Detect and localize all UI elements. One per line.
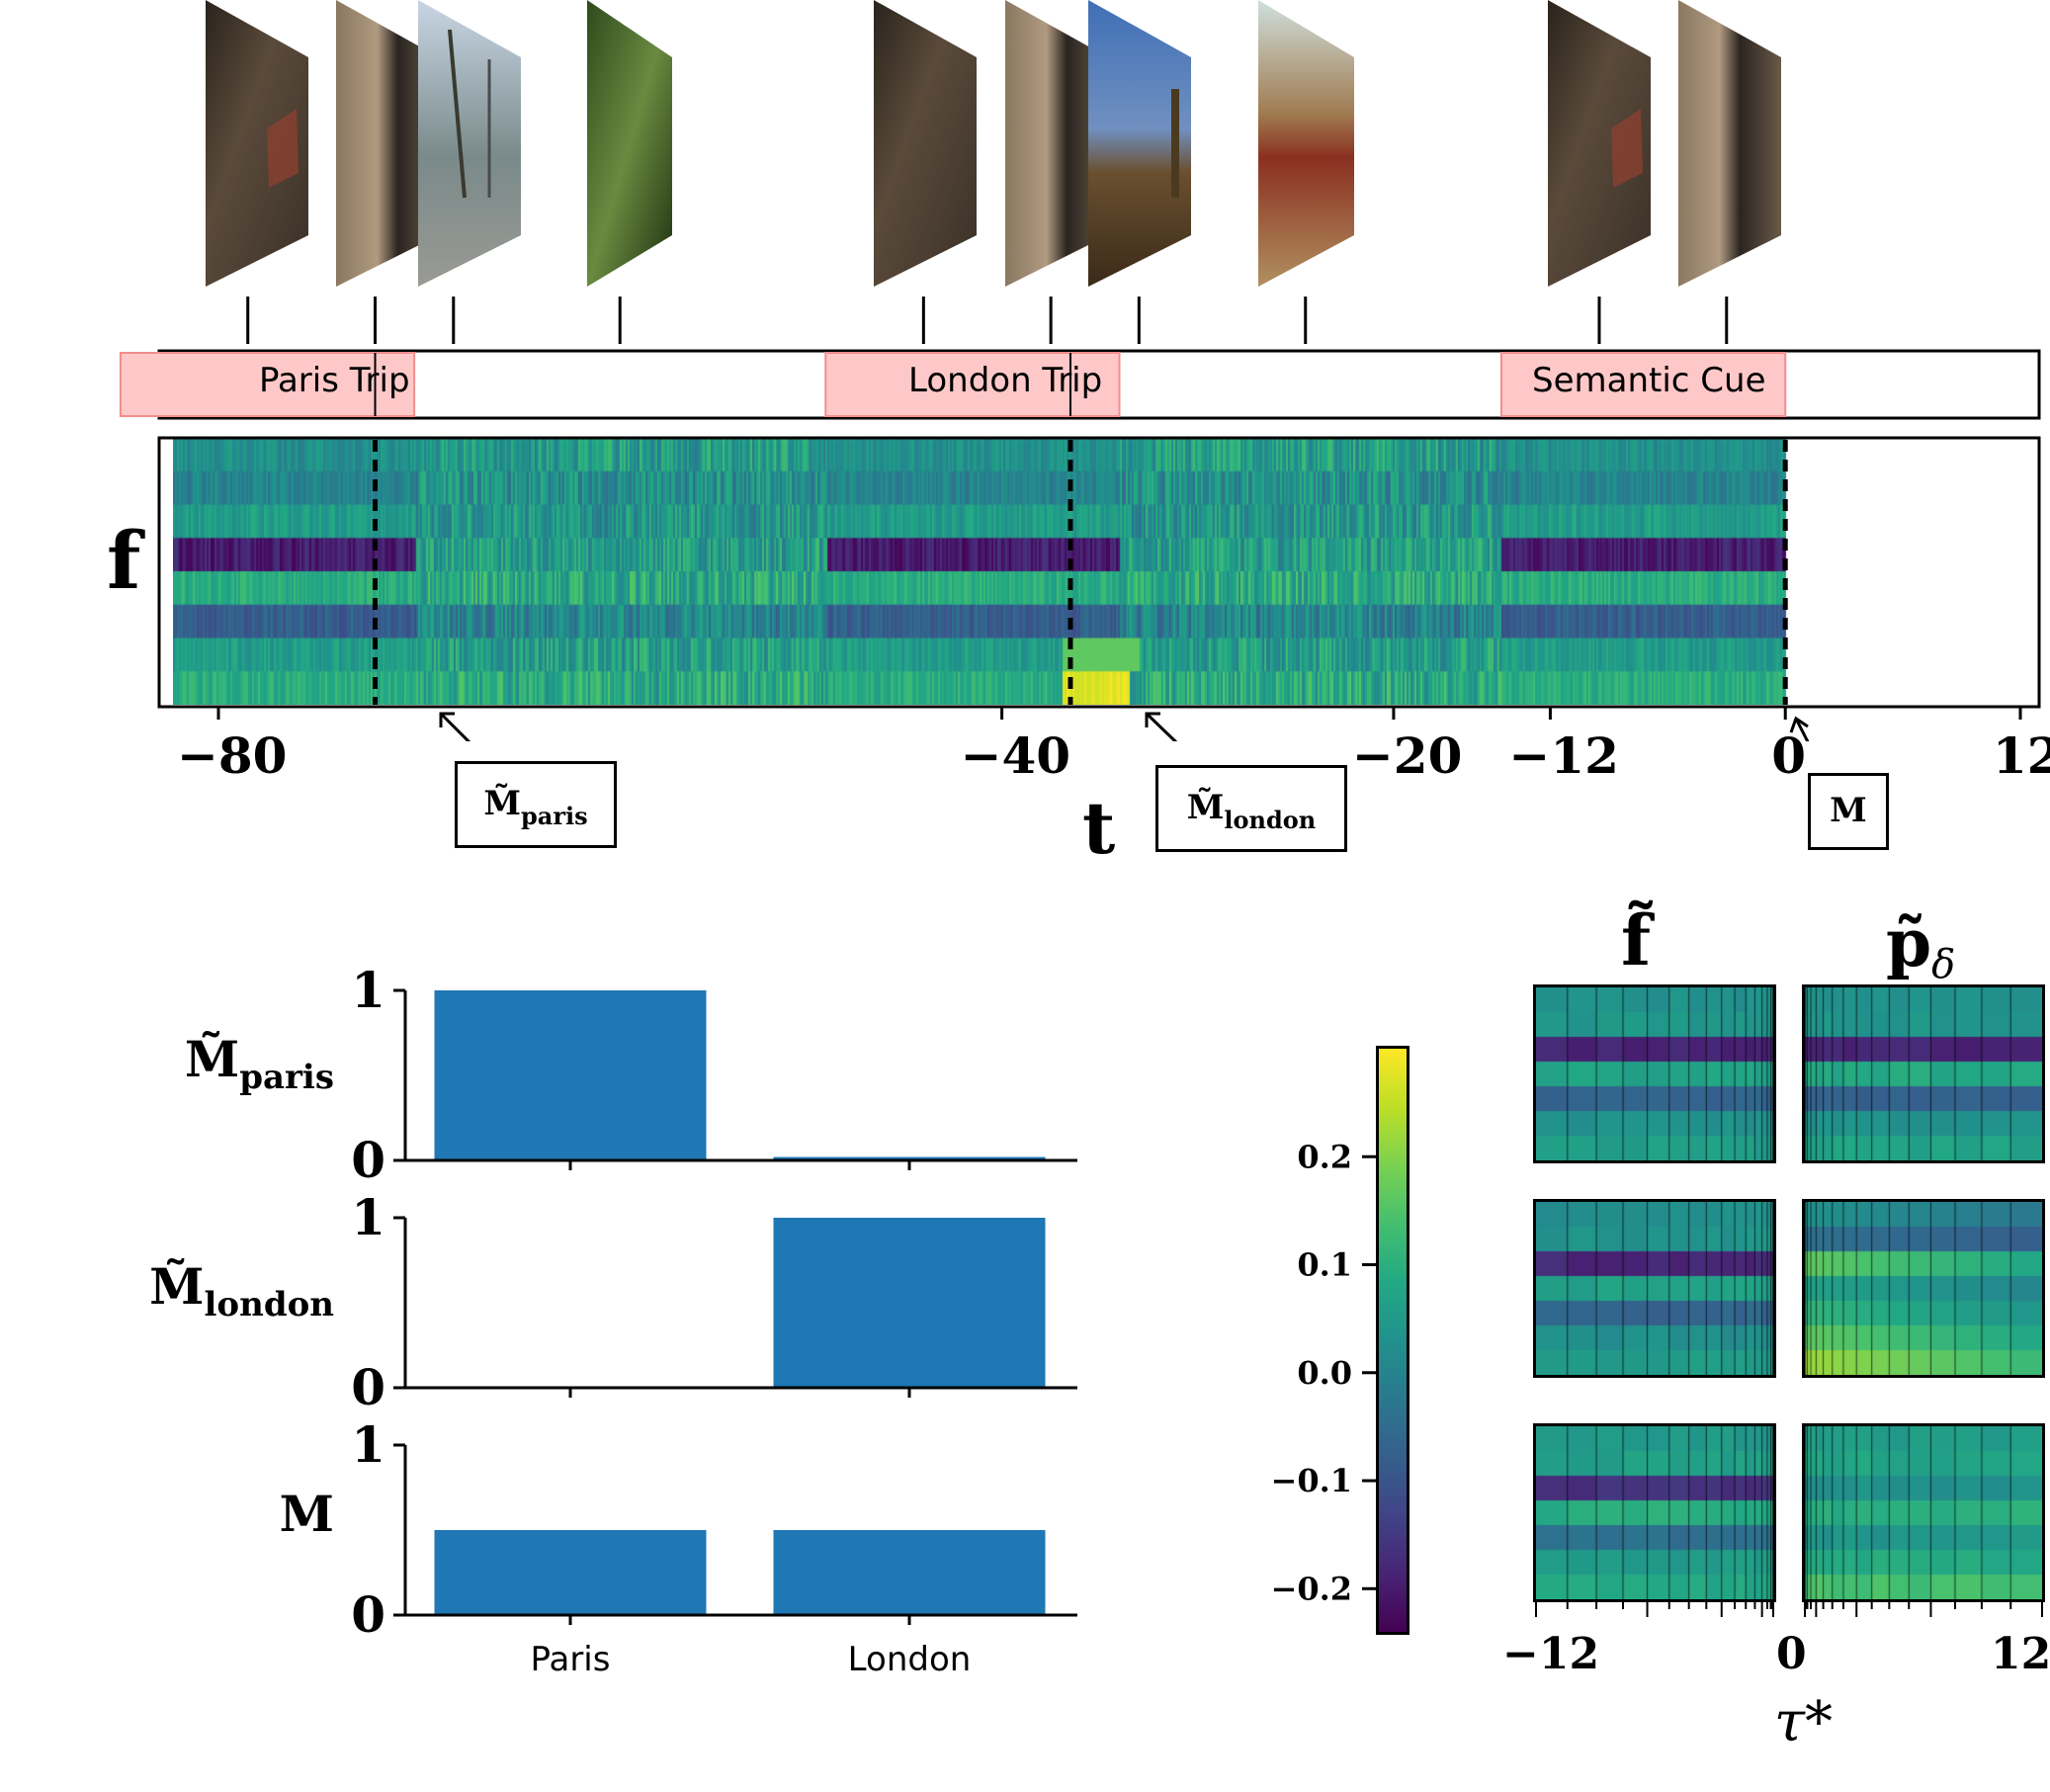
bar-ytick-label-2-0: 1	[351, 1415, 385, 1474]
col-title-f: f̃	[1621, 899, 1652, 981]
bar-ylabel-1: M̃london	[149, 1257, 334, 1324]
image-room-5	[1548, 0, 1651, 287]
f-heatmap-london	[1533, 1199, 1776, 1378]
heatmap-xlabel: t	[1082, 786, 1116, 870]
event-strip	[119, 349, 2041, 420]
bar-ytick-label-0-0: 1	[351, 961, 385, 1019]
colorbar-tick-label-3: −0.1	[1271, 1462, 1352, 1499]
bar-ylabel-2: M	[279, 1485, 334, 1543]
event-span-2	[1499, 352, 1787, 417]
p-heatmap-cue	[1802, 1423, 2045, 1602]
x-tick-label-1: −40	[960, 726, 1071, 785]
bar-0-paris	[434, 990, 707, 1160]
segment-label-paris: Paris Trip	[259, 361, 410, 400]
colorbar-tick-label-4: −0.2	[1271, 1570, 1352, 1607]
annotation-m-paris: M̃paris	[455, 761, 617, 848]
segment-label-semantic: Semantic Cue	[1532, 361, 1766, 400]
bar-2-london	[773, 1530, 1046, 1615]
tau-tick-neg12: −12	[1502, 1629, 1600, 1679]
bar-ytick-label-2-1: 0	[351, 1585, 385, 1644]
bar-category-london: London	[848, 1640, 972, 1679]
memory-images	[206, 0, 1781, 344]
bar-ytick-label-1-1: 0	[351, 1358, 385, 1416]
image-train	[1258, 0, 1354, 287]
x-tick-label-5: 12	[1993, 726, 2050, 785]
image-room-1	[206, 0, 308, 287]
colorbar-tick-label-1: 0.1	[1297, 1246, 1352, 1284]
image-room-6	[1678, 0, 1781, 287]
colorbar-tick-label-2: 0.0	[1297, 1354, 1352, 1392]
segment-label-london: London Trip	[908, 361, 1103, 400]
f-heatmap-paris	[1533, 984, 1776, 1163]
small-heatmap-ticks	[1535, 1601, 2043, 1617]
bar-0-london	[773, 1156, 1046, 1160]
image-paris	[418, 0, 521, 287]
x-tick-label-3: −12	[1508, 726, 1619, 785]
colorbar-tick-label-0: 0.2	[1297, 1138, 1352, 1175]
f-heatmap-cue	[1533, 1423, 1776, 1602]
p-heatmap-london	[1802, 1199, 2045, 1378]
event-span-0	[119, 352, 416, 417]
heatmap-axes	[157, 436, 2041, 741]
x-tick-label-0: −80	[177, 726, 288, 785]
annotation-m-london: M̃london	[1155, 765, 1347, 852]
p-heatmap-paris	[1802, 984, 2045, 1163]
bar-2-paris	[434, 1530, 707, 1615]
bar-ytick-label-1-0: 1	[351, 1188, 385, 1246]
feature-heatmap	[173, 438, 1794, 705]
col-title-p: p̃δ	[1886, 904, 1956, 987]
x-tick-label-4: 0	[1771, 726, 1806, 785]
image-london	[1088, 0, 1191, 287]
colorbar-ticks: 0.2 0.1 0.0 −0.1 −0.2	[1271, 1138, 1376, 1607]
bar-1-london	[773, 1218, 1046, 1388]
image-room-3	[874, 0, 977, 287]
tau-tick-0-left: 0	[1776, 1629, 1807, 1679]
tau-tick-12: 12	[1991, 1629, 2050, 1679]
heatmap-ylabel: f	[107, 514, 141, 607]
image-room-2	[336, 0, 439, 287]
bar-ytick-label-0-1: 0	[351, 1131, 385, 1189]
bar-ylabel-0: M̃paris	[184, 1030, 334, 1097]
image-room-4	[1005, 0, 1108, 287]
tau-xlabel: τ*	[1774, 1690, 1833, 1754]
annotation-m: M	[1808, 773, 1889, 850]
bar-category-paris: Paris	[531, 1640, 611, 1679]
image-forest	[587, 0, 672, 287]
x-tick-label-2: −20	[1351, 726, 1463, 785]
colorbar	[1376, 1046, 1409, 1635]
